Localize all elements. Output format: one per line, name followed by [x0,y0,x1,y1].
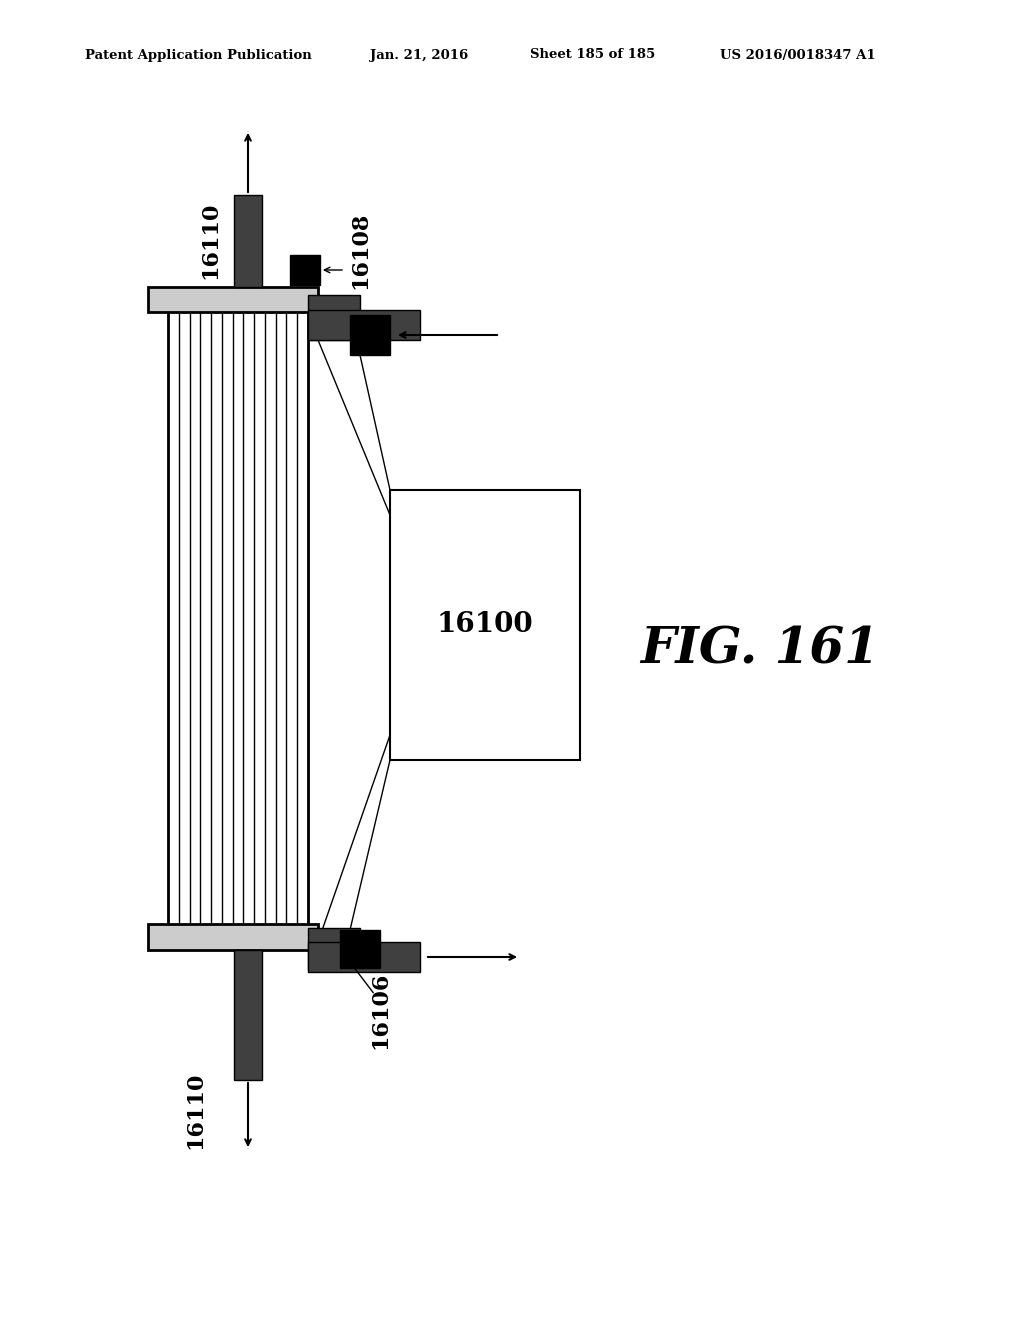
Text: US 2016/0018347 A1: US 2016/0018347 A1 [720,49,876,62]
Text: Jan. 21, 2016: Jan. 21, 2016 [370,49,468,62]
Bar [308,928,360,970]
Text: 16100: 16100 [436,611,534,639]
Bar [350,315,390,355]
Text: 16106: 16106 [369,972,391,1048]
Text: FIG. 161: FIG. 161 [641,626,880,675]
Bar [234,195,262,286]
Text: 16110: 16110 [199,202,221,279]
Bar [168,300,308,940]
Bar [308,294,360,341]
Text: 16110: 16110 [184,1072,206,1148]
Bar [234,950,262,1080]
Bar [148,286,318,312]
Bar [148,924,318,950]
Bar [340,931,380,968]
Text: Sheet 185 of 185: Sheet 185 of 185 [530,49,655,62]
Text: 16108: 16108 [349,211,371,289]
Bar [290,255,319,285]
Bar [390,490,580,760]
Bar [308,942,420,972]
Text: Patent Application Publication: Patent Application Publication [85,49,311,62]
Bar [308,310,420,341]
